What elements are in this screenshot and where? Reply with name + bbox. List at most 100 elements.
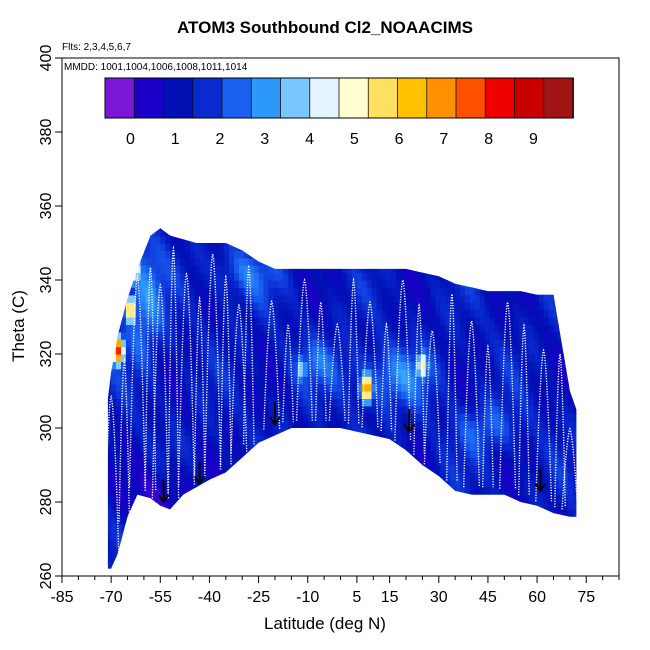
heatmap-cell [121, 317, 127, 325]
heatmap-cell [401, 531, 407, 540]
heatmap-cell [509, 457, 515, 466]
heatmap-cell [101, 302, 107, 310]
heatmap-cell [155, 531, 161, 540]
heatmap-cell [450, 487, 456, 496]
heatmap-cell [539, 569, 545, 577]
heatmap-cell [101, 443, 107, 451]
heatmap-cell [307, 561, 314, 569]
heatmap-cell [199, 524, 206, 533]
heatmap-cell [332, 435, 338, 444]
heatmap-cell [460, 294, 466, 303]
heatmap-cell [524, 317, 530, 325]
heatmap-cell [524, 354, 530, 362]
heatmap-cell [538, 561, 545, 569]
heatmap-cell [248, 391, 255, 399]
heatmap-cell [332, 302, 338, 311]
heatmap-cell [200, 569, 206, 577]
heatmap-cell [401, 339, 407, 348]
heatmap-cell [263, 317, 269, 325]
heatmap-cell [479, 502, 486, 510]
heatmap-cell [430, 287, 437, 296]
heatmap-cell [361, 280, 368, 288]
heatmap-cell [160, 228, 166, 229]
heatmap-cell [430, 228, 437, 237]
heatmap-cell [524, 413, 530, 422]
heatmap-cell [175, 302, 181, 311]
heatmap-cell [170, 561, 176, 569]
heatmap-cell [234, 539, 240, 547]
heatmap-cell [194, 479, 201, 488]
heatmap-cell [243, 524, 250, 533]
heatmap-cell [297, 339, 304, 348]
heatmap-cell [538, 435, 545, 444]
heatmap-cell [160, 354, 166, 362]
heatmap-cell [509, 553, 515, 562]
heatmap-cell [504, 243, 510, 251]
heatmap-cell [140, 317, 147, 325]
heatmap-cell [135, 317, 142, 325]
heatmap-cell [288, 569, 294, 577]
heatmap-cell [528, 272, 535, 281]
heatmap-cell [312, 465, 319, 473]
heatmap-cell [484, 391, 491, 399]
heatmap-cell [243, 287, 250, 296]
heatmap-cell [150, 524, 156, 533]
heatmap-cell [302, 346, 309, 355]
heatmap-cell [361, 531, 368, 540]
heatmap-cell [474, 420, 481, 429]
heatmap-cell [509, 413, 515, 422]
heatmap-cell [509, 339, 515, 348]
heatmap-cell [489, 516, 496, 525]
heatmap-cell [107, 302, 112, 311]
heatmap-cell [533, 228, 540, 237]
heatmap-cell [499, 487, 505, 496]
colorbar-swatch [514, 77, 545, 119]
heatmap-cell [415, 457, 422, 466]
heatmap-cell [519, 502, 525, 510]
heatmap-cell [155, 516, 161, 525]
heatmap-cell [474, 465, 481, 473]
heatmap-cell [184, 420, 191, 429]
heatmap-cell [425, 302, 432, 311]
heatmap-cell [107, 346, 112, 355]
heatmap-cell [450, 331, 456, 340]
heatmap-cell [155, 272, 161, 281]
heatmap-cell [484, 243, 491, 251]
heatmap-cell [258, 531, 265, 540]
heatmap-cell [214, 346, 220, 355]
heatmap-cell [347, 561, 353, 569]
heatmap-cell [376, 331, 382, 340]
heatmap-cell [204, 228, 210, 229]
heatmap-cell [332, 250, 338, 259]
heatmap-cell [130, 243, 137, 251]
heatmap-cell [420, 235, 427, 244]
heatmap-cell [234, 346, 240, 355]
heatmap-cell [460, 546, 466, 555]
heatmap-cell [258, 494, 265, 503]
heatmap-cell [140, 531, 147, 540]
heatmap-cell [538, 243, 545, 251]
heatmap-cell [150, 539, 156, 547]
heatmap-cell [322, 317, 328, 325]
heatmap-cell [234, 361, 240, 370]
heatmap-cell [558, 569, 564, 577]
heatmap-cell [194, 457, 201, 466]
heatmap-cell [194, 324, 201, 333]
heatmap-cell [430, 531, 437, 540]
heatmap-cell [406, 531, 412, 540]
heatmap-cell [165, 257, 171, 266]
heatmap-cell [474, 243, 481, 251]
heatmap-cell [406, 509, 412, 518]
heatmap-cell [406, 472, 412, 481]
heatmap-cell [332, 368, 338, 377]
heatmap-cell [248, 294, 255, 303]
heatmap-cell [145, 294, 152, 303]
heatmap-cell [229, 553, 235, 562]
heatmap-cell [224, 383, 230, 392]
heatmap-cell [371, 531, 378, 540]
heatmap-cell [553, 502, 559, 510]
heatmap-cell [460, 361, 466, 370]
heatmap-cell [410, 487, 417, 496]
heatmap-cell [361, 228, 368, 229]
heatmap-cell [337, 487, 343, 496]
